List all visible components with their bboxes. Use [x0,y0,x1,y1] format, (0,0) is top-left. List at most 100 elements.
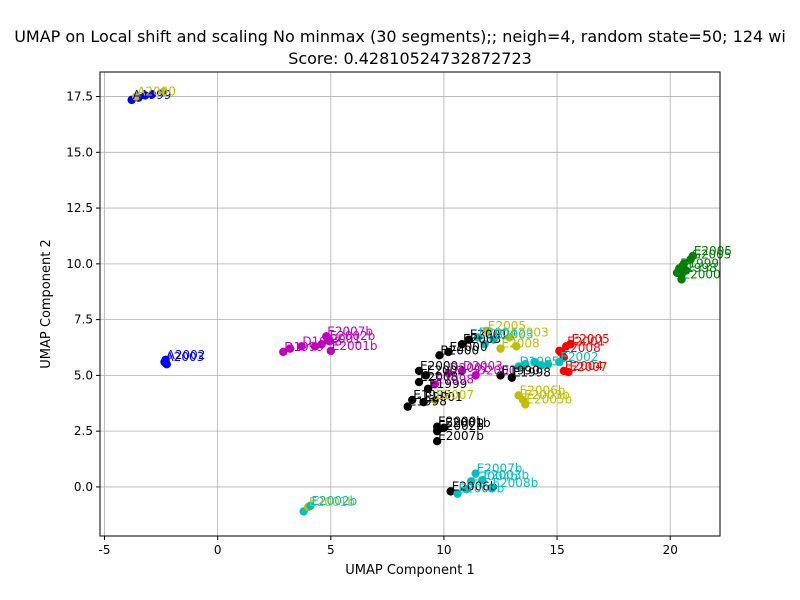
x-tick-label: 15 [549,543,564,557]
point-label: D1995 [520,354,560,368]
plot-border [99,71,721,537]
scatter-point [285,344,295,353]
point-label: E2000 [683,267,721,281]
point-label: E2008 [502,337,540,351]
y-tick-label: 5.0 [74,368,93,382]
point-label: E1998 [436,372,474,386]
scatter-point [555,357,564,367]
scatter-point [147,90,157,99]
scatter-point [414,366,424,376]
x-tick-label: 20 [663,543,678,557]
scatter-point [421,371,431,380]
point-label: B2003 [495,328,534,342]
point-label: D2000 [477,363,517,377]
x-tick-label: 5 [327,543,335,557]
point-label: D2001 [449,361,489,375]
scatter-point [679,259,688,269]
point-label: E2005 [572,332,610,346]
scatter-point [464,335,474,344]
x-tick-label: 0 [214,543,222,557]
scatter-point [564,367,573,377]
scatter-point [326,346,336,356]
scatter-point [435,351,444,360]
point-label: A1999 [133,88,172,102]
scatter-point [159,87,168,97]
scatter-point [457,366,467,376]
point-label: E2002b [330,329,376,343]
scatter-point [297,342,306,351]
scatter-point [521,400,530,409]
point-label: E2001b [445,416,491,430]
x-tick-label: 10 [436,543,451,557]
scatter-point [432,436,442,446]
y-tick-label: 7.5 [74,313,93,327]
point-label: B1999 [680,256,719,270]
point-label: D2003 [463,359,503,373]
grid [100,72,720,536]
point-label: E2005b [526,392,572,406]
point-label: E2008 [420,370,458,384]
point-label: A2002 [167,348,206,362]
point-label: E2001b [309,495,355,509]
point-label: E2007b [477,462,523,476]
point-label: E2006b [452,479,498,493]
scatter-point [141,91,150,100]
x-axis-label: UMAP Component 1 [345,563,474,578]
scatter-point [514,362,523,371]
scatter-point [478,476,487,485]
point-label: E2004 [565,359,603,373]
point-label: E2002b [438,419,484,433]
chart-subtitle: Score: 0.42810524732872723 [288,49,532,68]
y-tick-label: 10.0 [66,257,93,271]
point-label: E2005b [459,482,505,496]
scatter-point [462,484,471,494]
point-label: E2002 [427,363,465,377]
scatter-point [480,339,489,349]
scatter-point [306,501,315,511]
point-label: G2005 [692,247,732,261]
point-label: E2007b [438,429,484,443]
scatter-point [317,339,326,349]
scatter-point [505,333,514,342]
scatter-point [432,426,442,436]
point-label: E2000 [420,359,458,373]
point-label: A2000 [137,85,176,99]
scatter-point [512,342,521,351]
y-tick-label: 12.5 [66,201,93,215]
scatter-point [132,92,141,101]
point-label: E2002b [311,494,357,508]
scatter-point [521,360,530,369]
scatter-point [507,373,517,382]
point-label: E2005 [488,319,526,333]
scatter-point [537,361,546,370]
point-label: E2006b [520,383,566,397]
point-label: B1998 [678,261,717,275]
x-tick-label: -5 [99,543,111,557]
point-label: E2007 [436,388,474,402]
y-axis-label: UMAP Component 2 [39,239,54,368]
point-label: E2000 [449,340,487,354]
scatter-point [430,380,440,389]
scatter-point [408,395,417,405]
point-label: E2001 [567,334,605,348]
point-label: E2001b [332,339,378,353]
scatter-point [444,347,453,357]
y-tick-label: 0.0 [74,480,93,494]
point-label: E2004b [472,469,518,483]
point-label: E1990 [502,363,540,377]
y-tick-label: 17.5 [66,90,93,104]
point-label: E1998 [409,395,447,409]
plot-area [100,72,720,536]
scatter-point [530,357,539,367]
scatter-point [444,368,453,378]
point-label: E2008b [492,476,538,490]
scatter-point [403,402,412,411]
scatter-point [543,360,553,369]
scatter-point [439,423,449,433]
point-label: E1998 [513,366,551,380]
scatter-point [310,342,320,351]
scatter-point [162,360,171,369]
point-label: E2002 [560,350,598,364]
point-label: D1999 [284,340,324,354]
